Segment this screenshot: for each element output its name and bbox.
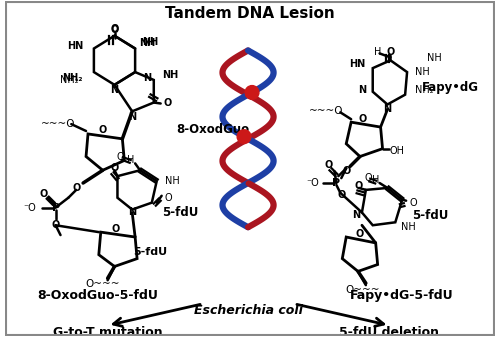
Text: Escherichia coli: Escherichia coli (194, 304, 302, 317)
Text: 5-fdU: 5-fdU (133, 247, 167, 257)
Text: O: O (112, 224, 120, 234)
Circle shape (245, 86, 259, 99)
Text: N: N (384, 104, 392, 114)
Text: O: O (359, 114, 367, 124)
Text: N: N (128, 112, 136, 122)
Text: O: O (110, 24, 118, 34)
Text: O: O (386, 47, 394, 57)
Text: G-to-T mutation: G-to-T mutation (53, 326, 162, 339)
Text: HN: HN (67, 41, 83, 50)
Text: N: N (352, 210, 360, 220)
Text: H: H (126, 155, 134, 165)
Text: NH: NH (164, 176, 180, 186)
Text: NH: NH (426, 53, 442, 63)
Text: O: O (164, 99, 172, 108)
Text: NH: NH (401, 222, 416, 232)
Text: 5-fdU: 5-fdU (162, 206, 198, 219)
Circle shape (237, 130, 251, 144)
Text: NH: NH (415, 67, 430, 77)
Text: O: O (324, 160, 332, 170)
Text: OH: OH (390, 146, 404, 155)
Text: 5-fdU deletion: 5-fdU deletion (340, 326, 440, 339)
Text: O: O (364, 173, 372, 183)
Text: NH: NH (162, 70, 178, 80)
Text: P: P (332, 178, 340, 188)
Text: O: O (40, 189, 48, 199)
Text: O: O (342, 166, 350, 176)
Text: N: N (110, 85, 118, 95)
Text: O: O (409, 198, 416, 208)
Text: 8-OxodGuo: 8-OxodGuo (176, 122, 250, 135)
Text: ⁻O: ⁻O (23, 203, 36, 212)
Text: NH: NH (142, 36, 158, 47)
Text: O: O (355, 181, 363, 191)
Text: P: P (52, 203, 60, 212)
Text: NH₂: NH₂ (62, 73, 83, 83)
Text: O~~~: O~~~ (346, 285, 380, 295)
Text: N: N (143, 73, 151, 83)
Text: 5-fdU: 5-fdU (412, 209, 449, 222)
Text: ~~~O: ~~~O (310, 106, 344, 116)
Text: Tandem DNA Lesion: Tandem DNA Lesion (165, 6, 335, 21)
Text: H: H (374, 47, 382, 57)
Text: O: O (110, 163, 118, 173)
Text: N: N (128, 207, 136, 218)
Text: ⁻O: ⁻O (306, 178, 318, 188)
Text: O: O (72, 183, 80, 193)
Text: O: O (337, 190, 345, 200)
Text: O: O (356, 229, 364, 239)
Text: NH₂: NH₂ (415, 85, 434, 95)
Text: NH: NH (139, 38, 155, 48)
Text: O: O (164, 193, 172, 203)
Text: HN: HN (350, 59, 366, 69)
Text: Fapy•dG: Fapy•dG (422, 81, 479, 94)
Text: O: O (98, 125, 107, 135)
Text: 8-OxodGuo-5-fdU: 8-OxodGuo-5-fdU (38, 290, 158, 302)
Text: N: N (358, 85, 366, 95)
Text: O: O (52, 220, 60, 230)
Text: ~~~O: ~~~O (42, 119, 76, 129)
Text: O: O (116, 151, 124, 162)
Text: H: H (372, 175, 380, 185)
Text: O: O (110, 25, 118, 35)
Text: O~~~: O~~~ (86, 279, 120, 289)
Text: Fapy•dG-5-fdU: Fapy•dG-5-fdU (350, 290, 454, 302)
Text: NH₂: NH₂ (60, 75, 78, 85)
